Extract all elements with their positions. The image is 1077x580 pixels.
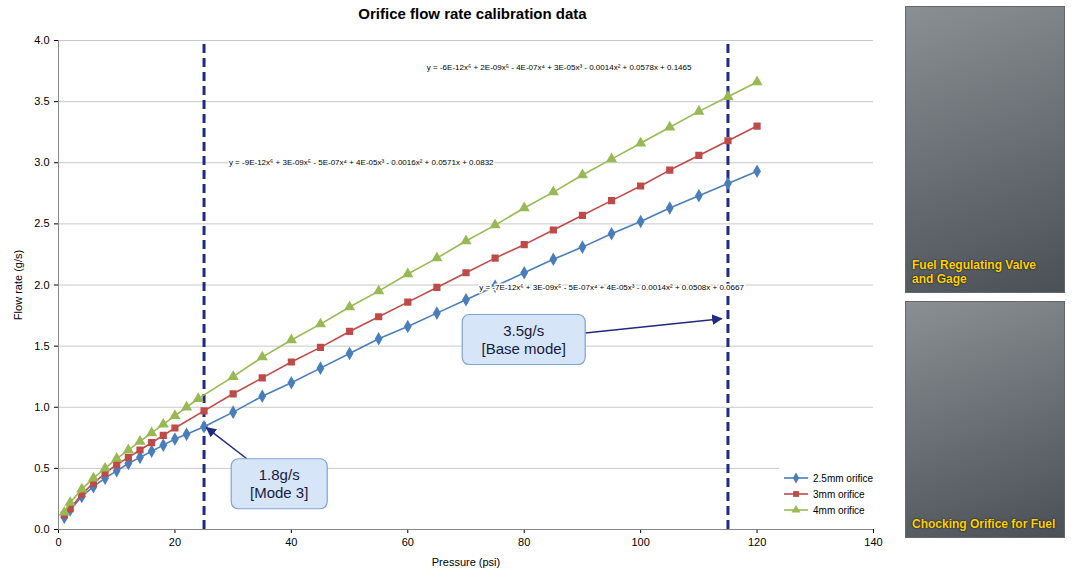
- svg-text:4.0: 4.0: [34, 34, 49, 46]
- svg-text:0: 0: [55, 536, 61, 548]
- html-text:4mm orifice: 4mm orifice: [813, 504, 865, 516]
- svg-text:1.8g/s: 1.8g/s: [259, 466, 300, 483]
- svg-text:20: 20: [169, 536, 181, 548]
- svg-text:80: 80: [518, 536, 530, 548]
- svg-text:Pressure (psi): Pressure (psi): [432, 556, 500, 568]
- svg-text:y = -7E-12x⁶ + 3E-09x⁵ - 5E-07: y = -7E-12x⁶ + 3E-09x⁵ - 5E-07x⁴ + 4E-05…: [479, 283, 744, 292]
- svg-text:40: 40: [285, 536, 297, 548]
- svg-text:Flow rate (g/s): Flow rate (g/s): [12, 250, 24, 320]
- svg-text:3.5: 3.5: [34, 95, 49, 107]
- html-text:Chocking Orifice for Fuel: Chocking Orifice for Fuel: [912, 517, 1056, 531]
- html-text:2.5mm orifice: 2.5mm orifice: [813, 472, 873, 484]
- svg-text:3.5g/s: 3.5g/s: [503, 322, 544, 339]
- svg-text:140: 140: [864, 536, 882, 548]
- svg-text:[Base mode]: [Base mode]: [482, 340, 566, 357]
- svg-text:60: 60: [402, 536, 414, 548]
- svg-text:1.5: 1.5: [34, 340, 49, 352]
- html-text:Orifice flow rate calibration: Orifice flow rate calibration data: [358, 5, 587, 22]
- html-text:3mm orifice: 3mm orifice: [813, 488, 865, 500]
- svg-text:2.5: 2.5: [34, 217, 49, 229]
- svg-text:y = -6E-12x⁶ + 2E-09x⁵ - 4E-07: y = -6E-12x⁶ + 2E-09x⁵ - 4E-07x⁴ + 3E-05…: [427, 63, 692, 72]
- svg-text:[Mode 3]: [Mode 3]: [250, 484, 308, 501]
- svg-text:100: 100: [631, 536, 649, 548]
- svg-text:3.0: 3.0: [34, 156, 49, 168]
- svg-text:2.0: 2.0: [34, 279, 49, 291]
- svg-text:y = -9E-12x⁶ + 3E-09x⁵ - 5E-07: y = -9E-12x⁶ + 3E-09x⁵ - 5E-07x⁴ + 4E-05…: [229, 158, 494, 167]
- svg-text:0.5: 0.5: [34, 462, 49, 474]
- html-text:Fuel Regulating Valve and Gage: Fuel Regulating Valve and Gage: [912, 258, 1036, 286]
- svg-text:0.0: 0.0: [34, 523, 49, 535]
- svg-text:120: 120: [748, 536, 766, 548]
- svg-text:1.0: 1.0: [34, 401, 49, 413]
